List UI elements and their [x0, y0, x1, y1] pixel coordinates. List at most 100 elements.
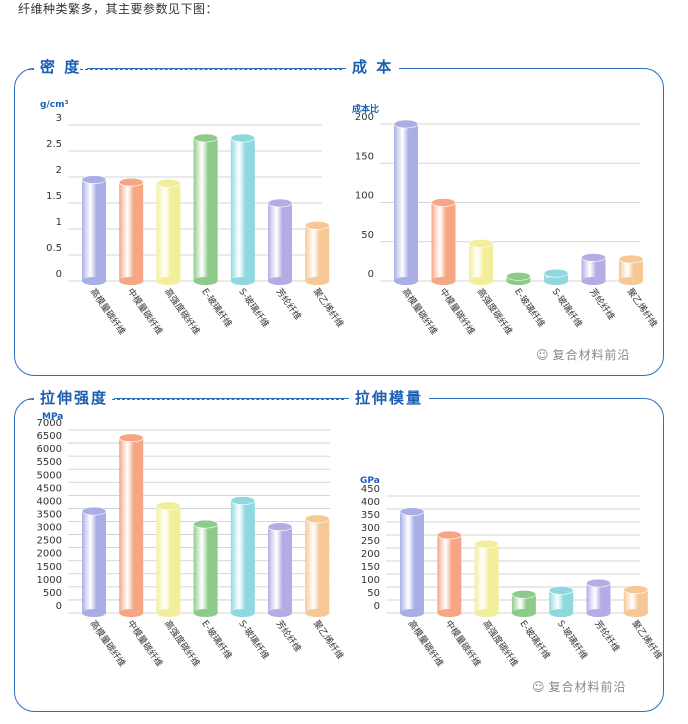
bar-top: [618, 254, 644, 264]
bar: [623, 589, 648, 613]
bar-top: [156, 501, 181, 511]
bar-base: [82, 609, 106, 617]
y-tick-label: 0.5: [46, 243, 62, 254]
y-tick-label: 4000: [37, 496, 62, 507]
bar-base: [549, 609, 574, 617]
modulus-title: 拉伸模量: [349, 389, 430, 407]
category-label: 芳纶纤维: [587, 286, 617, 322]
bar: [305, 518, 330, 613]
bar-top: [230, 496, 256, 505]
y-tick-label: 2500: [37, 536, 62, 547]
y-tick-label: 250: [361, 536, 380, 547]
bar-base: [268, 277, 292, 285]
bar: [549, 590, 574, 613]
y-tick-label: 6500: [37, 431, 62, 442]
bar-top: [623, 585, 649, 594]
y-tick-label: 500: [43, 588, 62, 599]
wechat-icon: ☺: [536, 348, 550, 362]
bar-top: [431, 198, 456, 207]
strength-title: 拉伸强度: [34, 389, 115, 407]
bar-top: [436, 530, 462, 540]
bar-top: [586, 578, 611, 588]
category-label: 中模量碳纤维: [437, 286, 478, 337]
density-title: 密 度: [34, 58, 88, 76]
bar: [230, 138, 255, 281]
bar: [305, 225, 330, 281]
bar-base: [119, 609, 144, 617]
bar: [394, 124, 418, 281]
bar: [268, 203, 292, 281]
bottom-panel-frame: [14, 398, 664, 712]
category-label: 聚乙烯纤维: [311, 286, 347, 330]
bar-base: [268, 609, 292, 617]
y-tick-label: 1000: [37, 575, 62, 586]
bar: [82, 179, 106, 281]
bar-base: [431, 277, 456, 285]
category-label: 高强度碳纤维: [162, 286, 203, 337]
bar-base: [193, 609, 218, 617]
bar-base: [586, 609, 611, 617]
bar-top: [399, 507, 425, 516]
watermark-text: 复合材料前沿: [548, 680, 627, 694]
bar-base: [230, 277, 255, 285]
bar-base: [437, 609, 462, 617]
bar-base: [305, 277, 330, 285]
bar-top: [304, 514, 330, 524]
bar: [193, 524, 218, 613]
bar-base: [623, 609, 648, 617]
bar-base: [82, 277, 106, 285]
cost-title: 成 本: [346, 58, 400, 76]
category-label: 芳纶纤维: [274, 286, 304, 322]
bar-top: [267, 522, 293, 532]
y-tick-label: 0: [374, 601, 380, 612]
y-tick-label: 450: [361, 484, 380, 495]
y-tick-label: 7000: [37, 418, 62, 429]
category-label: E-玻璃纤维: [512, 286, 548, 330]
bar-top: [474, 539, 499, 549]
bar-base: [193, 277, 218, 285]
y-tick-label: 400: [361, 497, 380, 508]
bar-base: [544, 277, 568, 285]
y-tick-label: 200: [361, 549, 380, 560]
bar: [156, 183, 181, 281]
bar-top: [506, 271, 531, 281]
category-label: 中模量碳纤维: [443, 618, 484, 669]
y-tick-label: 50: [367, 588, 380, 599]
category-label: S-玻璃纤维: [550, 286, 586, 330]
bar-base: [469, 277, 493, 285]
tensile-modulus-plot: 450 400 350 300 250 200 150 100 50 0 高模量碳纤维中模量碳纤维高…: [361, 484, 665, 669]
cost-unit-label: 成本比: [352, 105, 380, 115]
y-tick-label: 3500: [37, 510, 62, 521]
category-label: 芳纶纤维: [592, 618, 622, 654]
y-tick-label: 6000: [37, 444, 62, 455]
category-label: 高强度碳纤维: [480, 618, 521, 669]
bar: [193, 138, 218, 281]
tensile-strength-plot: 7000650060005500500045004000350030002500…: [37, 418, 347, 669]
y-tick-label: 2: [56, 165, 62, 176]
bar: [581, 257, 606, 281]
category-label: 聚乙烯纤维: [311, 618, 347, 662]
category-label: 高模量碳纤维: [88, 286, 129, 337]
bar-base: [619, 277, 643, 285]
y-tick-label: 150: [355, 151, 374, 162]
y-tick-label: 2000: [37, 549, 62, 560]
y-tick-label: 50: [361, 230, 374, 241]
bar: [156, 505, 181, 613]
bar-top: [393, 119, 419, 129]
bar: [511, 594, 536, 613]
top-title-line-mid: [80, 69, 342, 70]
category-label: 聚乙烯纤维: [629, 618, 665, 662]
watermark-bottom: ☺ 复合材料前沿: [532, 678, 627, 695]
bar: [437, 535, 462, 613]
y-tick-label: 150: [361, 562, 380, 573]
category-label: 高模量碳纤维: [400, 286, 441, 337]
y-tick-label: 1: [56, 217, 62, 228]
y-tick-label: 100: [361, 575, 380, 586]
category-label: 高模量碳纤维: [88, 618, 129, 669]
category-label: S-玻璃纤维: [236, 286, 272, 330]
bar-top: [267, 198, 293, 208]
y-tick-label: 3: [56, 113, 62, 124]
bar-top: [118, 177, 144, 187]
